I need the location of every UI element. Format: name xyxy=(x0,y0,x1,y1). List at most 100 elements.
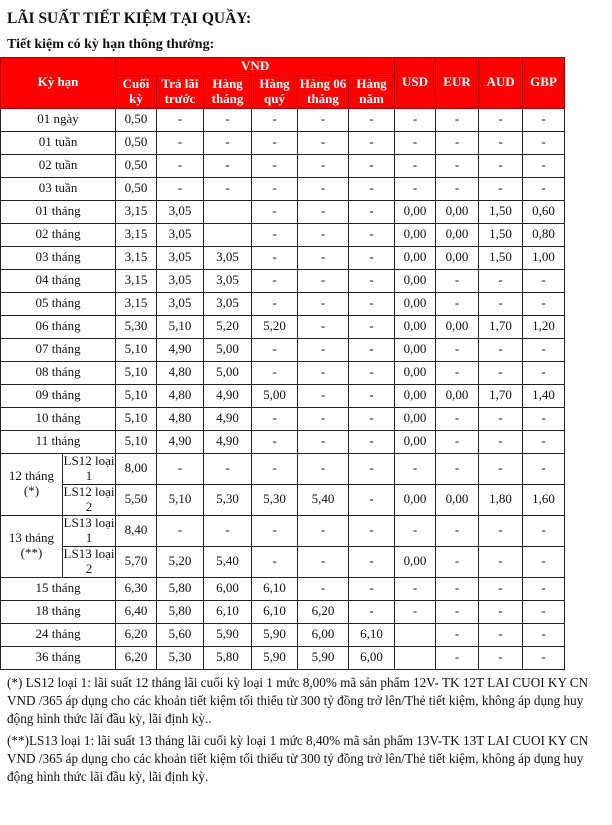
rate-cell: - xyxy=(203,130,253,155)
rate-cell: 6,00 xyxy=(348,645,396,670)
rate-cell: 3,15 xyxy=(115,222,158,247)
rate-cell: 5,50 xyxy=(115,483,158,516)
rate-cell: - xyxy=(348,337,396,362)
rate-cell: - xyxy=(478,153,524,178)
sub-term-cell: LS13 loại 2 xyxy=(61,545,117,578)
rate-cell: 0,00 xyxy=(394,383,437,408)
rate-cell: 6,20 xyxy=(115,622,158,647)
rate-cell: - xyxy=(522,130,566,155)
rate-cell: - xyxy=(522,452,566,485)
rate-cell: 0,00 xyxy=(435,199,480,224)
rate-cell: 6,10 xyxy=(348,622,396,647)
rate-cell: - xyxy=(297,514,350,547)
rate-cell: - xyxy=(297,176,350,201)
rate-cell: - xyxy=(156,176,205,201)
sub-term-cell: LS12 loại 2 xyxy=(61,483,117,516)
rate-cell: - xyxy=(251,268,299,293)
rate-cell: - xyxy=(297,360,350,385)
vnd-col-header: Hàng quý xyxy=(251,74,299,109)
rate-cell: - xyxy=(478,452,524,485)
rate-cell: - xyxy=(478,599,524,624)
rate-cell: 5,40 xyxy=(297,483,350,516)
gbp-header: GBP xyxy=(522,57,566,109)
sub-term-cell: LS13 loại 1 xyxy=(61,514,117,547)
rate-cell: - xyxy=(251,176,299,201)
rate-cell: 5,30 xyxy=(251,483,299,516)
term-cell: 01 tuần xyxy=(0,130,117,155)
interest-rate-table: Kỳ hạn VNĐ USD EUR AUD GBP Cuối kỳ Trả l… xyxy=(0,57,566,670)
rate-cell: - xyxy=(251,291,299,316)
vnd-col-header: Trả lãi trước xyxy=(156,74,205,109)
rate-cell: 3,05 xyxy=(156,245,205,270)
rate-cell: 4,90 xyxy=(156,337,205,362)
rate-cell: - xyxy=(435,130,480,155)
rate-cell: - xyxy=(251,199,299,224)
rate-cell: - xyxy=(394,514,437,547)
table-row: 09 tháng 5,10 4,80 4,90 5,00- -0,00 0,00 1,70 1,… xyxy=(0,383,566,408)
term-cell: 02 tuần xyxy=(0,153,117,178)
rate-cell: - xyxy=(348,483,396,516)
rate-cell: - xyxy=(251,452,299,485)
rate-cell: 3,05 xyxy=(156,268,205,293)
rate-cell: 6,00 xyxy=(203,576,253,601)
rate-cell: - xyxy=(478,514,524,547)
rate-cell: - xyxy=(435,291,480,316)
rate-cell: - xyxy=(251,545,299,578)
table-row: LS13 loại 2 5,70 5,20 5,40- - -0,00- - - xyxy=(1,545,566,578)
rate-cell: 1,80 xyxy=(478,483,524,516)
rate-cell: 0,00 xyxy=(435,383,480,408)
rate-cell: - xyxy=(394,176,437,201)
rate-cell: 1,60 xyxy=(522,483,566,516)
rate-cell: 5,90 xyxy=(251,645,299,670)
rate-cell: - xyxy=(348,406,396,431)
term-header: Kỳ hạn xyxy=(0,57,117,109)
rate-cell: 5,30 xyxy=(203,483,253,516)
rate-cell: - xyxy=(435,514,480,547)
rate-cell: - xyxy=(297,337,350,362)
rate-cell: - xyxy=(522,337,566,362)
rate-cell: 0,80 xyxy=(522,222,566,247)
rate-cell: 6,10 xyxy=(251,599,299,624)
rate-cell: 5,10 xyxy=(156,483,205,516)
rate-cell: - xyxy=(297,383,350,408)
rate-cell: 5,80 xyxy=(156,576,205,601)
table-row: 05 tháng 3,15 3,05 3,05- - -0,00- - - xyxy=(0,291,566,316)
table-row: 07 tháng 5,10 4,90 5,00- - -0,00- - - xyxy=(0,337,566,362)
rate-cell: - xyxy=(478,645,524,670)
term-cell: 01 tháng xyxy=(0,199,117,224)
rate-cell: 1,40 xyxy=(522,383,566,408)
rate-cell: - xyxy=(522,545,566,578)
vnd-col-header: Hàng tháng xyxy=(203,74,253,109)
rate-cell: - xyxy=(478,576,524,601)
vnd-col-header: Cuối kỳ xyxy=(115,74,158,109)
rate-cell: - xyxy=(522,576,566,601)
rate-cell: 0,00 xyxy=(435,222,480,247)
term-cell: 07 tháng xyxy=(0,337,117,362)
rate-cell xyxy=(394,622,437,647)
rate-cell: - xyxy=(297,406,350,431)
rate-cell: - xyxy=(478,176,524,201)
rate-cell: 5,00 xyxy=(203,360,253,385)
rate-cell: - xyxy=(522,291,566,316)
rate-cell: - xyxy=(435,545,480,578)
rate-cell: - xyxy=(251,406,299,431)
term-cell: 03 tháng xyxy=(0,245,117,270)
rate-cell: 4,80 xyxy=(156,406,205,431)
rate-cell: 0,00 xyxy=(394,245,437,270)
rate-cell: - xyxy=(251,107,299,132)
rate-cell: - xyxy=(522,268,566,293)
table-row: 10 tháng 5,10 4,80 4,90- - -0,00- - - xyxy=(0,406,566,431)
rate-cell: 5,10 xyxy=(115,337,158,362)
rate-cell: - xyxy=(348,268,396,293)
rate-cell: - xyxy=(522,176,566,201)
rate-cell: 8,40 xyxy=(115,514,158,547)
rate-cell: - xyxy=(297,222,350,247)
rate-cell: 0,50 xyxy=(115,130,158,155)
rate-cell: - xyxy=(251,429,299,454)
rate-cell: 0,00 xyxy=(435,245,480,270)
rate-cell: 4,80 xyxy=(156,360,205,385)
rate-cell: - xyxy=(251,245,299,270)
rate-cell: 5,10 xyxy=(115,406,158,431)
rate-cell: - xyxy=(435,107,480,132)
rate-cell: - xyxy=(435,268,480,293)
